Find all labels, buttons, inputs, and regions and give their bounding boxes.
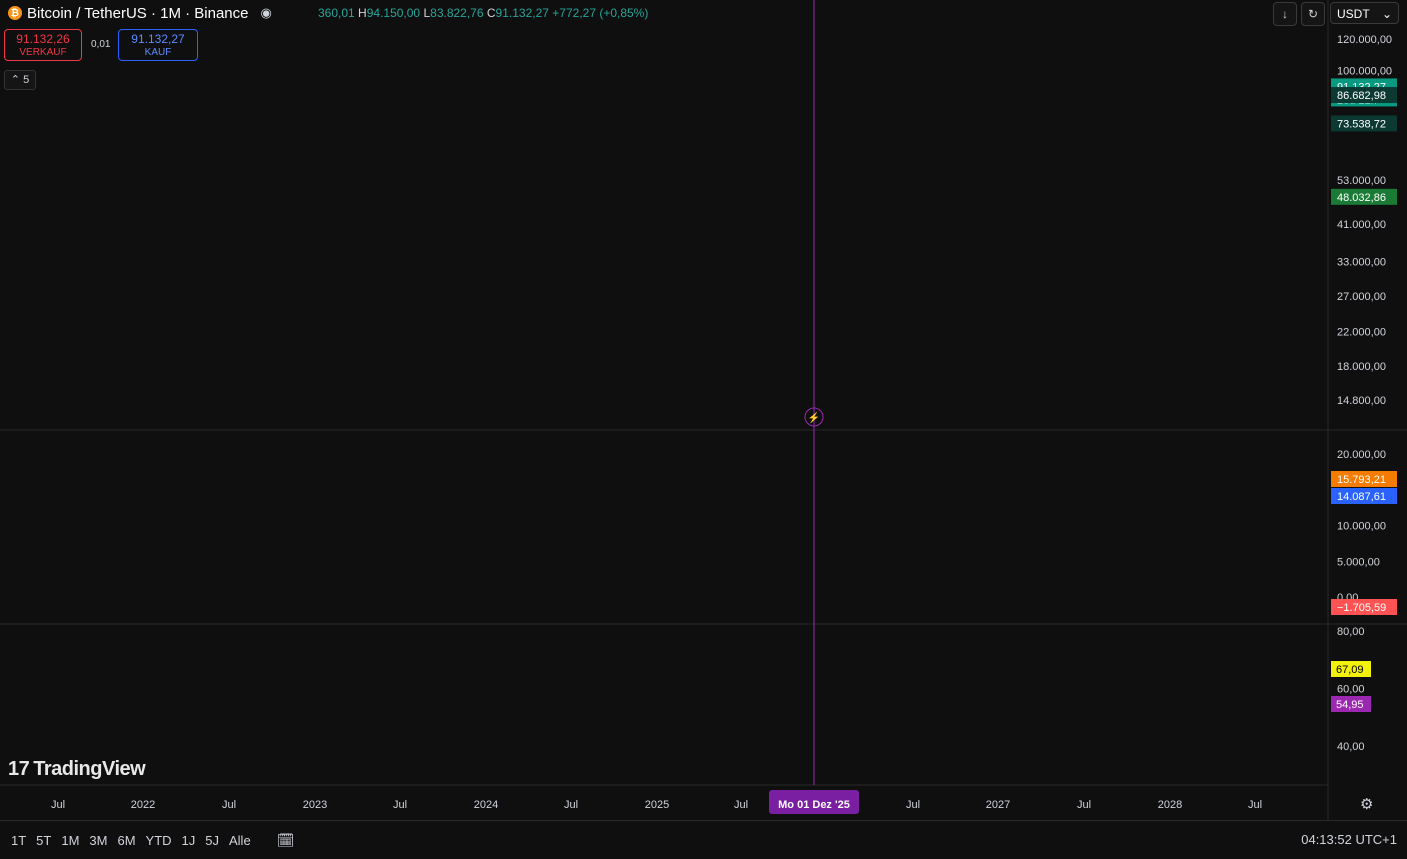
range-1t[interactable]: 1T — [11, 832, 27, 848]
range-ytd[interactable]: YTD — [145, 832, 172, 848]
macd-value-badge — [1331, 599, 1397, 615]
time-axis-label: Jul — [51, 799, 65, 811]
chevron-down-icon: ⌄ — [1381, 7, 1392, 21]
macd-value-badge — [1331, 488, 1397, 504]
price-badge — [1331, 188, 1397, 205]
buy-button[interactable]: 91.132,27 KAUF — [118, 29, 198, 61]
gear-icon[interactable]: ⚙ — [1360, 796, 1374, 813]
price-badge — [1331, 87, 1397, 104]
buy-price: 91.132,27 — [131, 32, 185, 46]
symbol-title[interactable]: Bitcoin / TetherUS · 1M · Binance — [27, 4, 249, 22]
ohlc-high: 94.150,00 — [366, 6, 421, 20]
macd-value-label: 15.793,21 — [1337, 474, 1386, 486]
range-5t[interactable]: 5T — [36, 832, 52, 848]
indicator-count: 5 — [23, 74, 30, 86]
sell-price: 91.132,26 — [16, 32, 70, 46]
price-badge-label: 48.032,86 — [1337, 192, 1386, 204]
currency-value: USDT — [1337, 7, 1370, 21]
sell-label: VERKAUF — [19, 47, 67, 58]
time-axis-label: Jul — [1248, 799, 1262, 811]
rsi-value-badge — [1331, 696, 1371, 712]
price-badge-label: 86.682,98 — [1337, 90, 1386, 102]
rsi-value-label: 67,09 — [1336, 664, 1364, 676]
range-1j[interactable]: 1J — [181, 832, 196, 848]
lightning-glyph: ⚡ — [808, 411, 820, 424]
ohlc-close: 91.132,27 — [495, 6, 549, 20]
bitcoin-icon: ₿ — [8, 6, 22, 20]
price-axis-label: 27.000,00 — [1337, 291, 1386, 303]
clock[interactable]: 04:13:52 UTC+1 — [1301, 832, 1397, 847]
eye-icon[interactable]: ◉ — [260, 5, 272, 20]
range-5j[interactable]: 5J — [205, 832, 219, 848]
macd-value-label: −1.705,59 — [1337, 602, 1386, 614]
top-right-tools: ↓ ↻ — [1273, 2, 1325, 26]
time-axis-label: Jul — [393, 799, 407, 811]
rsi-axis-label: 40,00 — [1337, 741, 1365, 753]
ohlc-high-label: H — [358, 6, 367, 20]
range-1m[interactable]: 1M — [61, 832, 80, 848]
currency-select[interactable]: USDT ⌄ — [1330, 2, 1399, 24]
price-axis-label: 100.000,00 — [1337, 65, 1392, 77]
price-axis-label: 53.000,00 — [1337, 175, 1386, 187]
lightning-icon — [804, 407, 824, 427]
price-axis-label: 18.000,00 — [1337, 361, 1386, 373]
price-badge-label: 73.538,72 — [1337, 118, 1386, 130]
time-axis-label: 2022 — [131, 799, 155, 811]
time-axis-label: 2027 — [986, 799, 1010, 811]
macd-value-label: 14.087,61 — [1337, 491, 1386, 503]
chart-header: ₿ Bitcoin / TetherUS · 1M · Binance ◉ — [0, 0, 1328, 26]
time-axis-label: Jul — [906, 799, 920, 811]
time-axis-label: Jul — [1077, 799, 1091, 811]
time-axis-label: Jul — [222, 799, 236, 811]
logo-text: TradingView — [33, 758, 146, 780]
price-axis-label: 14.800,00 — [1337, 395, 1386, 407]
price-badge — [1331, 115, 1397, 132]
rsi-axis-label: 80,00 — [1337, 626, 1365, 638]
macd-axis-label: 20.000,00 — [1337, 449, 1386, 461]
spread-value: 0,01 — [91, 39, 111, 50]
range-alle[interactable]: Alle — [229, 832, 251, 848]
rsi-value-label: 54,95 — [1336, 699, 1364, 711]
sell-button[interactable]: 91.132,26 VERKAUF — [4, 29, 82, 61]
price-axis-label: 22.000,00 — [1337, 326, 1386, 338]
ohlc-change: +772,27 (+0,85%) — [552, 6, 649, 20]
rsi-axis-label: 60,00 — [1337, 684, 1365, 696]
chevron-down-icon: ⌃ — [10, 74, 21, 86]
macd-value-badge — [1331, 471, 1397, 487]
ohlc-low: 83.822,76 — [430, 6, 484, 20]
ohlc-readout: 360,01 H94.150,00 L83.822,76 C91.132,27 … — [318, 6, 648, 20]
time-axis-label: 2023 — [303, 799, 327, 811]
time-axis-label: 2024 — [474, 799, 498, 811]
time-axis-label: 2025 — [645, 799, 669, 811]
indicators-toggle[interactable]: ⌃ 5 — [4, 70, 36, 90]
tradingview-logo: 17 TradingView — [8, 758, 146, 780]
macd-axis-label: 5.000,00 — [1337, 556, 1380, 568]
time-axis-label: 2028 — [1158, 799, 1182, 811]
bottom-toolbar: 1T 5T 1M 3M 6M YTD 1J 5J Alle 🗓 04:13:52… — [0, 820, 1407, 859]
arrow-down-icon[interactable]: ↓ — [1273, 2, 1297, 26]
price-axis-label: 41.000,00 — [1337, 219, 1386, 231]
price-axis-label: 120.000,00 — [1337, 34, 1392, 46]
cursor-date-badge — [769, 790, 859, 814]
time-axis-label: Jul — [734, 799, 748, 811]
price-axis-label: 33.000,00 — [1337, 257, 1386, 269]
time-axis-label: Jul — [564, 799, 578, 811]
ohlc-close-label: C — [486, 6, 496, 20]
calendar-icon[interactable]: 🗓 — [276, 831, 295, 848]
rsi-value-badge — [1331, 661, 1371, 677]
cursor-date-label: Mo 01 Dez '25 — [778, 799, 850, 811]
buy-label: KAUF — [144, 47, 172, 58]
range-3m[interactable]: 3M — [89, 832, 108, 848]
refresh-icon[interactable]: ↻ — [1301, 2, 1325, 26]
ohlc-low-label: L — [423, 6, 431, 20]
ohlc-open: 360,01 — [318, 6, 355, 20]
macd-axis-label: 10.000,00 — [1337, 521, 1386, 533]
range-6m[interactable]: 6M — [117, 832, 136, 848]
